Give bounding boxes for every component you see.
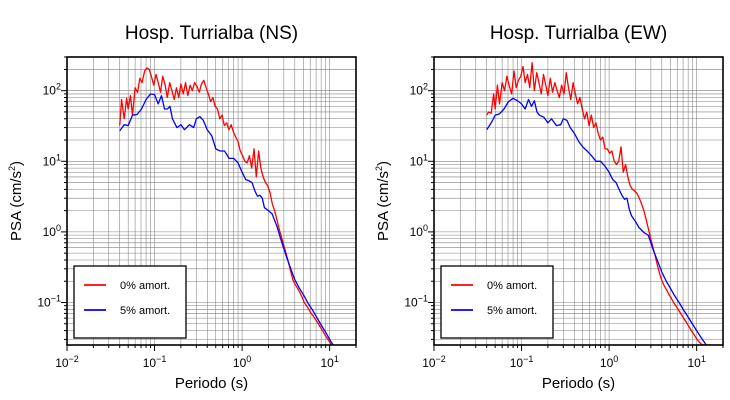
legend-label: 0% amort. — [120, 280, 170, 292]
y-tick-label: 102 — [43, 82, 61, 98]
y-tick-label: 100 — [410, 223, 428, 239]
y-tick-label: 101 — [410, 152, 428, 168]
series-line-5pct — [486, 97, 708, 345]
x-tick-label: 10−2 — [422, 354, 446, 370]
chart-title: Hosp. Turrialba (EW) — [490, 23, 667, 44]
legend-box — [73, 265, 187, 339]
series-line-0pct — [119, 67, 333, 345]
chart-panel-2: 10−2 10−1 100 101 10−1 100 101 102 Hosp. Turrial… — [374, 23, 724, 392]
x-tick-label: 101 — [320, 354, 338, 370]
chart-panel-1: 10−2 10−1 100 101 10−1 100 101 102 Hosp. Turrial… — [7, 23, 357, 392]
x-tick-label: 100 — [233, 354, 251, 370]
plot-frame — [66, 56, 357, 346]
series-line-0pct — [486, 61, 711, 345]
y-axis-label: PSA (cm/s2) — [374, 161, 392, 241]
y-tick-label: 10−1 — [37, 293, 61, 309]
series-line-5pct — [119, 93, 334, 345]
legend: 0% amort. 5% amort. — [440, 265, 554, 339]
x-tick-label: 100 — [600, 354, 618, 370]
y-tick-label: 101 — [43, 152, 61, 168]
series-group — [486, 61, 711, 345]
x-tick-label: 101 — [687, 354, 705, 370]
x-tick-label: 10−1 — [510, 354, 534, 370]
y-tick-label: 102 — [410, 82, 428, 98]
legend-box — [440, 265, 554, 339]
y-axis-label: PSA (cm/s2) — [7, 161, 25, 241]
legend: 0% amort. 5% amort. — [73, 265, 187, 339]
legend-label: 0% amort. — [487, 280, 537, 292]
plot-frame — [433, 56, 724, 346]
series-group — [119, 67, 334, 345]
y-tick-label: 100 — [43, 223, 61, 239]
x-tick-label: 10−1 — [143, 354, 167, 370]
chart-title: Hosp. Turrialba (NS) — [125, 23, 298, 44]
y-tick-label: 10−1 — [404, 293, 428, 309]
legend-label: 5% amort. — [487, 305, 537, 317]
x-axis-label: Periodo (s) — [542, 375, 615, 392]
legend-label: 5% amort. — [120, 305, 170, 317]
x-axis-label: Periodo (s) — [175, 375, 248, 392]
x-tick-label: 10−2 — [55, 354, 79, 370]
